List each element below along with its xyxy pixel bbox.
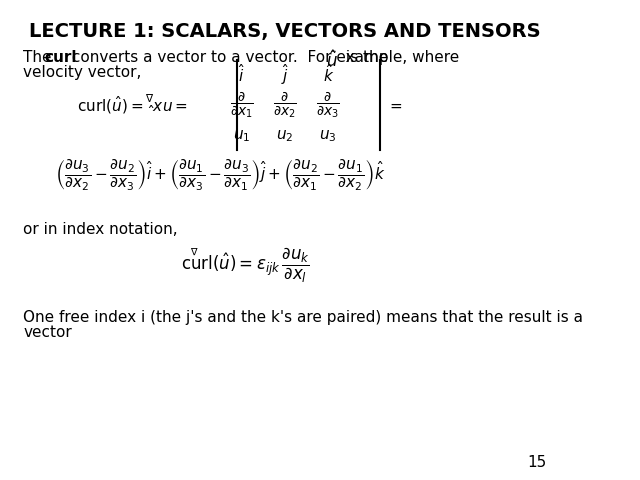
Text: is the: is the [341,50,388,65]
Text: $\hat{i}$: $\hat{i}$ [238,63,245,85]
Text: curl: curl [44,50,77,65]
Text: or in index notation,: or in index notation, [24,222,178,237]
Text: 15: 15 [527,455,547,470]
Text: $=$: $=$ [387,97,403,112]
Text: $\vec{}$: $\vec{}$ [331,45,337,55]
Text: converts a vector to a vector.  For example, where: converts a vector to a vector. For examp… [67,50,459,65]
Text: $u_1$: $u_1$ [233,128,250,144]
Text: $\hat{j}$: $\hat{j}$ [281,62,289,87]
Text: $\hat{k}$: $\hat{k}$ [323,63,334,85]
Text: vector: vector [24,325,72,340]
Text: $\hat{u}$: $\hat{u}$ [326,50,339,71]
Text: One free index i (the j's and the k's are paired) means that the result is a: One free index i (the j's and the k's ar… [24,310,584,325]
Text: $u_3$: $u_3$ [319,128,337,144]
Text: LECTURE 1: SCALARS, VECTORS AND TENSORS: LECTURE 1: SCALARS, VECTORS AND TENSORS [29,22,541,41]
Text: $\dfrac{\partial}{\partial x_3}$: $\dfrac{\partial}{\partial x_3}$ [316,90,340,120]
Text: velocity vector,: velocity vector, [24,65,142,80]
Text: $\left(\dfrac{\partial u_3}{\partial x_2} - \dfrac{\partial u_2}{\partial x_3}\r: $\left(\dfrac{\partial u_3}{\partial x_2… [56,157,386,192]
Text: $\mathrm{curl}(\hat{u}) = \overset{\nabla}{\hat{}}xu = $: $\mathrm{curl}(\hat{u}) = \overset{\nabl… [77,94,188,117]
Text: $\dfrac{\partial}{\partial x_1}$: $\dfrac{\partial}{\partial x_1}$ [230,90,253,120]
Text: $u_2$: $u_2$ [276,128,294,144]
Text: $\dfrac{\partial}{\partial x_2}$: $\dfrac{\partial}{\partial x_2}$ [273,90,297,120]
Text: $\mathrm{curl}(\hat{u}) = \varepsilon_{ijk}\,\dfrac{\partial u_k}{\partial x_l}$: $\mathrm{curl}(\hat{u}) = \varepsilon_{i… [181,245,310,285]
Text: $\nabla$: $\nabla$ [189,247,198,257]
Text: The: The [24,50,57,65]
